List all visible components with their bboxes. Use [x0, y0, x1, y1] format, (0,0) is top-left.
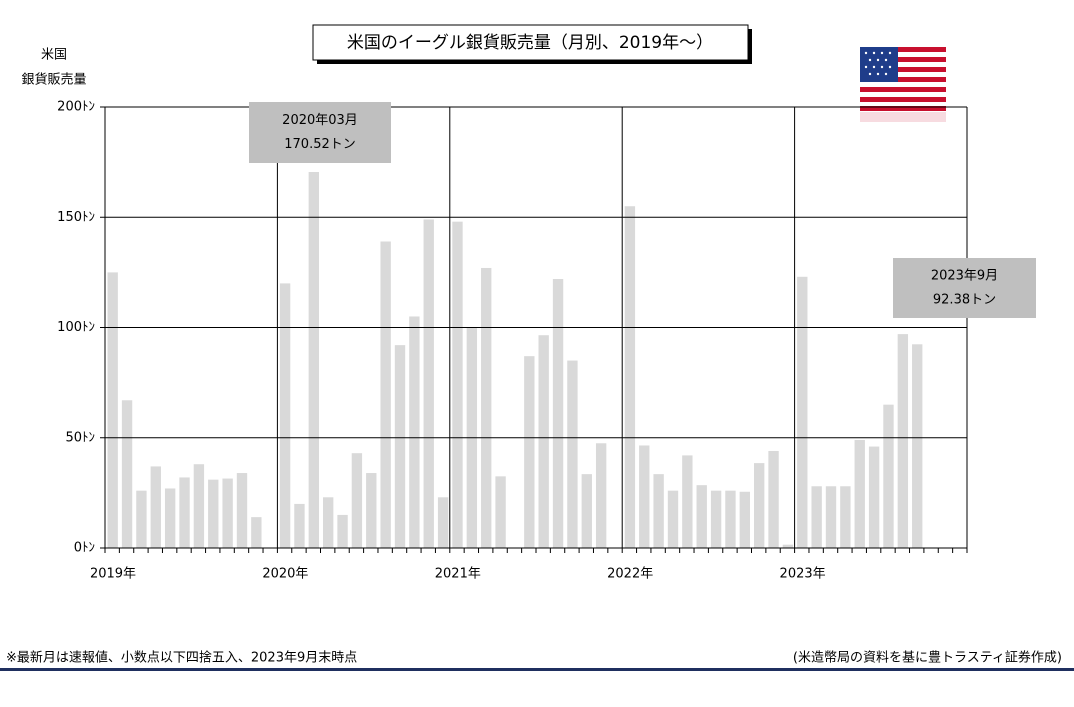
- bar: [897, 334, 909, 548]
- bar: [495, 476, 506, 548]
- bar: [854, 439, 865, 548]
- bar: [279, 283, 291, 548]
- bar: [538, 335, 549, 548]
- bar: [840, 486, 851, 548]
- y-axis-label: 米国: [41, 48, 67, 63]
- title-box: [312, 24, 749, 61]
- x-tick-label: 2019年: [90, 567, 136, 582]
- bar: [639, 445, 650, 548]
- bar: [208, 479, 219, 548]
- bar: [452, 221, 463, 548]
- bar: [696, 485, 707, 548]
- bar: [351, 453, 363, 548]
- bar: [193, 464, 205, 548]
- bar: [567, 360, 578, 548]
- bar: [409, 316, 420, 548]
- bar: [725, 490, 736, 548]
- us-flag: [860, 47, 946, 122]
- bar: [294, 503, 305, 548]
- bar: [754, 463, 765, 548]
- bar: [164, 488, 176, 548]
- bar: [782, 544, 794, 548]
- bar: [121, 400, 133, 548]
- bar: [581, 474, 592, 548]
- bar: [624, 206, 636, 548]
- annotation: 170.52トン: [284, 137, 356, 152]
- bar: [366, 473, 377, 548]
- y-tick-label: 50ﾄﾝ: [65, 430, 95, 445]
- chart-title: 米国のイーグル銀貨販売量（月別、2019年～）: [347, 33, 713, 53]
- bar: [912, 344, 923, 548]
- bar: [394, 345, 406, 548]
- x-tick-label: 2020年: [262, 567, 308, 582]
- source: (米造幣局の資料を基に豊トラスティ証券作成): [793, 650, 1062, 666]
- bar: [251, 517, 262, 548]
- bar: [481, 267, 492, 548]
- bar: [179, 477, 190, 548]
- bottom-rule: [0, 668, 1074, 671]
- bar: [868, 446, 880, 548]
- annotation: 2023年9月: [931, 269, 998, 284]
- bar: [222, 478, 233, 548]
- bar: [797, 276, 808, 548]
- bar: [595, 443, 607, 548]
- bar: [710, 490, 722, 548]
- y-tick-label: 0ﾄﾝ: [74, 541, 95, 556]
- y-tick-label: 200ﾄﾝ: [57, 100, 95, 115]
- x-tick-label: 2021年: [435, 567, 481, 582]
- bar: [653, 474, 664, 548]
- bar: [524, 356, 535, 548]
- bar: [323, 497, 334, 548]
- bar: [136, 490, 147, 548]
- bar: [437, 497, 449, 548]
- y-tick-label: 100ﾄﾝ: [57, 320, 95, 335]
- bar: [107, 272, 118, 548]
- footnote: ※最新月は速報値、小数点以下四捨五入、2023年9月末時点: [6, 650, 357, 666]
- annotation-box: [249, 102, 391, 163]
- bar: [667, 490, 679, 548]
- bar: [150, 466, 161, 548]
- bar: [768, 450, 779, 548]
- bar: [380, 241, 391, 548]
- x-tick-label: 2023年: [780, 567, 826, 582]
- bar: [682, 455, 693, 548]
- bar: [883, 404, 894, 548]
- bar: [308, 172, 319, 548]
- bar: [236, 473, 248, 548]
- bar: [337, 514, 348, 548]
- annotation: 2020年03月: [282, 113, 358, 128]
- y-axis-label: 銀貨販売量: [21, 72, 86, 88]
- y-tick-label: 150ﾄﾝ: [57, 210, 95, 225]
- bar: [825, 486, 837, 548]
- bar: [811, 486, 822, 548]
- bar: [552, 278, 564, 548]
- annotation: 92.38トン: [933, 293, 996, 308]
- x-tick-label: 2022年: [607, 567, 653, 582]
- bar: [739, 491, 750, 548]
- annotation-box: [893, 258, 1036, 318]
- bar: [423, 219, 434, 548]
